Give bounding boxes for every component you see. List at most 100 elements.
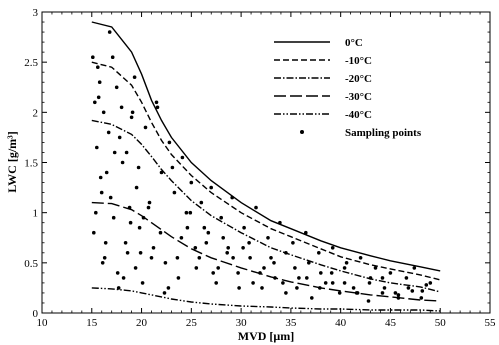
axis-tick-labels: 10 15 20 25 30 35 40 45 50 55 0 0.5 1 1.5 2 2.5 3 <box>24 7 496 329</box>
sampling-point <box>258 271 262 275</box>
sampling-point <box>117 135 122 140</box>
sampling-point <box>388 271 393 275</box>
sampling-point <box>115 271 120 275</box>
sampling-point <box>420 289 425 293</box>
sampling-point <box>380 276 385 280</box>
sampling-point <box>342 266 347 270</box>
sampling-point <box>199 200 204 205</box>
sampling-point <box>368 276 373 280</box>
sampling-point <box>167 140 172 145</box>
sampling-point <box>137 225 142 230</box>
sampling-point <box>272 261 276 265</box>
y-tick-label: 1.5 <box>24 158 38 170</box>
sampling-point <box>254 205 258 210</box>
axis-ticks <box>41 11 491 314</box>
sampling-point <box>216 266 220 270</box>
x-tick-label: 50 <box>435 317 447 329</box>
sampling-point <box>193 246 198 250</box>
sampling-point <box>424 283 429 287</box>
sampling-point <box>305 276 309 280</box>
sampling-point <box>119 105 124 110</box>
sampling-point <box>97 80 102 84</box>
sampling-point <box>230 195 234 200</box>
sampling-point <box>170 165 175 170</box>
sampling-point <box>121 276 126 280</box>
sampling-point <box>124 150 129 155</box>
legend: 0°C -10°C -20°C -30°C -40°C Sampling points <box>274 37 422 139</box>
sampling-point <box>262 266 266 270</box>
sampling-point <box>281 281 285 285</box>
sampling-point <box>366 299 371 303</box>
sampling-point <box>209 185 213 190</box>
legend-swatch-sampling <box>300 130 304 134</box>
x-tick-label: 20 <box>136 317 148 329</box>
sampling-point <box>100 261 105 265</box>
sampling-point <box>155 105 160 110</box>
sampling-point <box>206 230 211 235</box>
y-tick-label: 2 <box>33 107 39 119</box>
sampling-point <box>94 210 98 215</box>
sampling-point <box>108 195 113 200</box>
sampling-point <box>172 190 177 195</box>
sampling-point <box>393 291 398 295</box>
sampling-point <box>367 281 372 285</box>
sampling-point <box>211 271 215 275</box>
sampling-point <box>323 281 328 285</box>
sampling-point <box>310 296 314 300</box>
sampling-point <box>351 286 356 290</box>
sampling-point <box>247 241 251 245</box>
sampling-point <box>123 241 128 245</box>
sampling-point <box>120 160 125 165</box>
sampling-point <box>373 266 378 270</box>
sampling-point <box>221 236 225 240</box>
sampling-point <box>110 55 115 59</box>
sampling-point <box>98 175 103 180</box>
y-tick-label: 3 <box>33 7 39 19</box>
sampling-point <box>128 220 133 225</box>
sampling-point <box>248 255 252 260</box>
series-line-5 <box>91 287 441 312</box>
sampling-point <box>355 291 360 295</box>
sampling-point <box>344 261 349 265</box>
sampling-point <box>307 261 311 265</box>
sampling-point <box>410 289 415 293</box>
sampling-point <box>295 286 299 290</box>
sampling-point <box>176 276 181 280</box>
sampling-point <box>133 266 138 270</box>
x-tick-label: 35 <box>285 317 297 329</box>
y-tick-label: 0 <box>33 308 39 320</box>
sampling-point <box>132 75 137 79</box>
x-tick-label: 25 <box>186 317 198 329</box>
sampling-point <box>202 225 207 230</box>
sampling-point <box>95 145 99 150</box>
x-axis-title: MVD [μm] <box>238 329 294 343</box>
sampling-point <box>291 241 295 245</box>
sampling-point <box>329 271 334 275</box>
sampling-point <box>185 225 190 230</box>
sampling-point <box>273 276 277 280</box>
sampling-point <box>278 220 282 225</box>
sampling-point <box>330 281 335 285</box>
sampling-point <box>106 130 111 135</box>
sampling-point <box>99 190 104 195</box>
y-tick-label: 0.5 <box>24 258 38 270</box>
sampling-point <box>104 170 109 175</box>
sampling-point <box>138 251 143 255</box>
x-tick-label: 45 <box>385 317 397 329</box>
sampling-point <box>103 241 108 245</box>
sampling-point <box>179 236 184 240</box>
sampling-point <box>225 251 229 255</box>
sampling-point <box>266 236 270 240</box>
legend-label-2: -10°C <box>345 55 372 67</box>
y-tick-label: 1 <box>33 208 39 220</box>
sampling-point <box>163 261 168 265</box>
sampling-point <box>134 185 139 190</box>
sampling-point <box>111 215 116 220</box>
sampling-point <box>146 205 151 210</box>
sampling-point <box>241 246 245 250</box>
sampling-point <box>231 255 235 260</box>
sampling-point <box>380 291 385 295</box>
sampling-point <box>92 230 96 235</box>
sampling-point <box>189 180 194 185</box>
